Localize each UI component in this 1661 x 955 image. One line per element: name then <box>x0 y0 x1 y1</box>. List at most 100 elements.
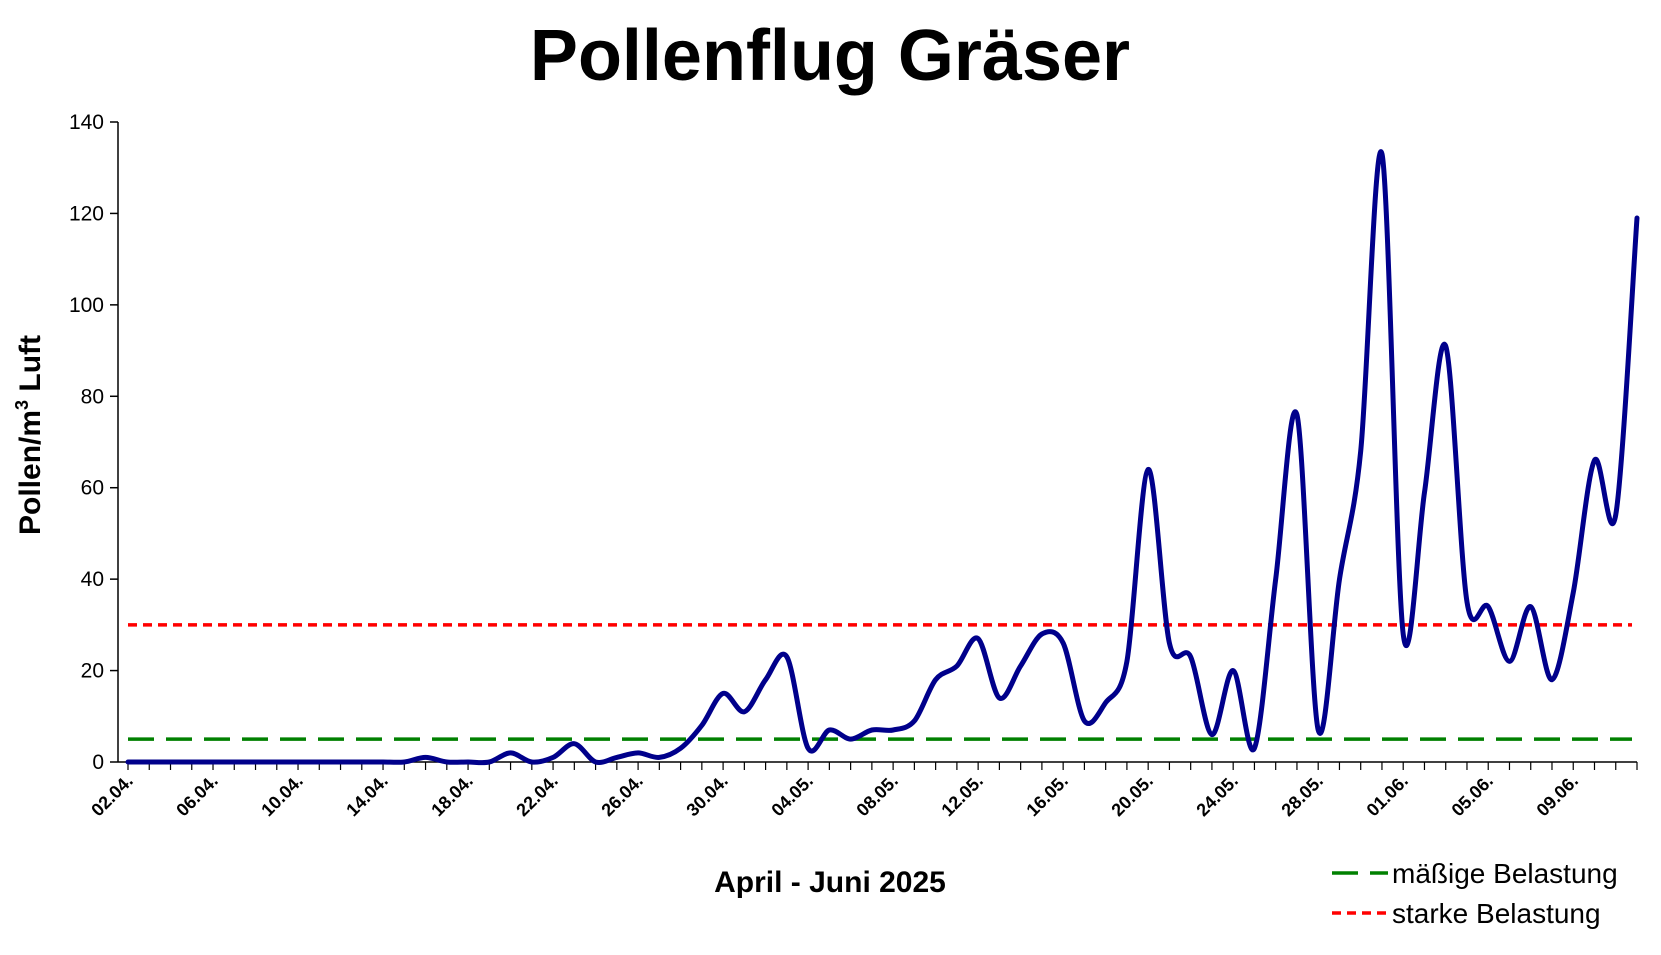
data-point <box>870 728 874 732</box>
data-point <box>360 760 364 764</box>
data-point <box>1635 216 1639 220</box>
legend: mäßige Belastung starke Belastung <box>1332 858 1618 929</box>
data-point <box>955 664 959 668</box>
data-point <box>1274 577 1278 581</box>
data-point <box>1104 701 1108 705</box>
data-point <box>1550 678 1554 682</box>
data-point <box>721 691 725 695</box>
x-tick-label: 30.04. <box>682 771 732 821</box>
data-point <box>211 760 215 764</box>
data-point <box>572 742 576 746</box>
data-point <box>891 728 895 732</box>
y-tick-label: 60 <box>81 477 104 500</box>
x-tick-label: 12.05. <box>937 771 987 821</box>
data-point <box>1529 605 1533 609</box>
data-point <box>551 755 555 759</box>
x-tick-label: 02.04. <box>87 771 137 821</box>
legend-label-maessige-belastung: mäßige Belastung <box>1392 858 1618 889</box>
x-tick-label: 01.06. <box>1363 771 1413 821</box>
data-point <box>1592 458 1596 462</box>
y-tick-label: 140 <box>69 111 104 134</box>
data-point <box>849 737 853 741</box>
data-point <box>530 760 534 764</box>
data-point <box>1507 659 1511 663</box>
y-axis-title-superscript: 3 <box>12 400 32 410</box>
data-point <box>1125 659 1129 663</box>
series-line-graeser <box>125 149 1640 766</box>
data-point <box>1571 591 1575 595</box>
data-point <box>232 760 236 764</box>
data-point <box>1146 467 1150 471</box>
x-tick-label: 16.05. <box>1022 771 1072 821</box>
x-tick-label: 18.04. <box>427 771 477 821</box>
x-tick-label: 08.05. <box>852 771 902 821</box>
y-tick-label: 0 <box>92 751 104 774</box>
data-point <box>1295 413 1299 417</box>
data-point <box>1167 641 1171 645</box>
data-point <box>1486 605 1490 609</box>
y-tick-label: 120 <box>69 202 104 225</box>
data-point <box>594 760 598 764</box>
x-axis-title: April - Juni 2025 <box>714 866 946 899</box>
data-point <box>1061 641 1065 645</box>
x-tick-label: 28.05. <box>1277 771 1327 821</box>
data-point <box>827 728 831 732</box>
data-point <box>700 723 704 727</box>
data-point <box>997 696 1001 700</box>
data-point <box>1082 719 1086 723</box>
data-point <box>1380 152 1384 156</box>
plot-area: 0 20 40 60 80 100 120 140 02.04. 06.04. 10.04. 14.0… <box>69 111 1640 821</box>
y-tick-label: 40 <box>81 568 104 591</box>
y-axis-title-main: Pollen/m <box>14 410 47 535</box>
data-point <box>1614 513 1618 517</box>
data-point <box>806 746 810 750</box>
data-point <box>742 710 746 714</box>
x-tick-label: 26.04. <box>597 771 647 821</box>
data-point <box>402 760 406 764</box>
data-point <box>254 760 258 764</box>
data-point <box>934 678 938 682</box>
x-tick-label: 20.05. <box>1107 771 1157 821</box>
data-point <box>339 760 343 764</box>
data-point <box>509 751 513 755</box>
data-point <box>147 760 151 764</box>
data-point <box>976 637 980 641</box>
data-point <box>785 655 789 659</box>
y-axis-title-suffix: Luft <box>14 335 47 400</box>
svg-text:Pollen/m3 Luft: Pollen/m3 Luft <box>12 335 47 535</box>
data-point <box>1359 449 1363 453</box>
data-point <box>466 760 470 764</box>
data-point <box>126 760 130 764</box>
data-point <box>1210 733 1214 737</box>
data-point <box>1316 728 1320 732</box>
data-point <box>1252 746 1256 750</box>
y-tick-label: 20 <box>81 660 104 683</box>
data-point <box>1444 344 1448 348</box>
data-point <box>912 719 916 723</box>
y-tick-label: 100 <box>69 294 104 317</box>
data-point <box>169 760 173 764</box>
data-point <box>657 755 661 759</box>
data-point <box>636 751 640 755</box>
x-tick-label: 14.04. <box>342 771 392 821</box>
legend-label-starke-belastung: starke Belastung <box>1392 898 1601 929</box>
data-point <box>317 760 321 764</box>
x-tick-label: 09.06. <box>1533 771 1583 821</box>
data-point <box>615 755 619 759</box>
x-tick-label: 05.06. <box>1448 771 1498 821</box>
y-tick-label: 80 <box>81 385 104 408</box>
data-point <box>1189 655 1193 659</box>
x-tick-label: 04.05. <box>767 771 817 821</box>
data-point <box>381 760 385 764</box>
data-point <box>1019 664 1023 668</box>
data-point <box>296 760 300 764</box>
data-point <box>190 760 194 764</box>
x-tick-label: 22.04. <box>512 771 562 821</box>
data-point <box>764 678 768 682</box>
x-tick-label: 24.05. <box>1192 771 1242 821</box>
data-point <box>1040 632 1044 636</box>
chart-title: Pollenflug Gräser <box>530 16 1130 96</box>
data-point <box>487 760 491 764</box>
data-point <box>679 746 683 750</box>
data-point <box>1337 577 1341 581</box>
